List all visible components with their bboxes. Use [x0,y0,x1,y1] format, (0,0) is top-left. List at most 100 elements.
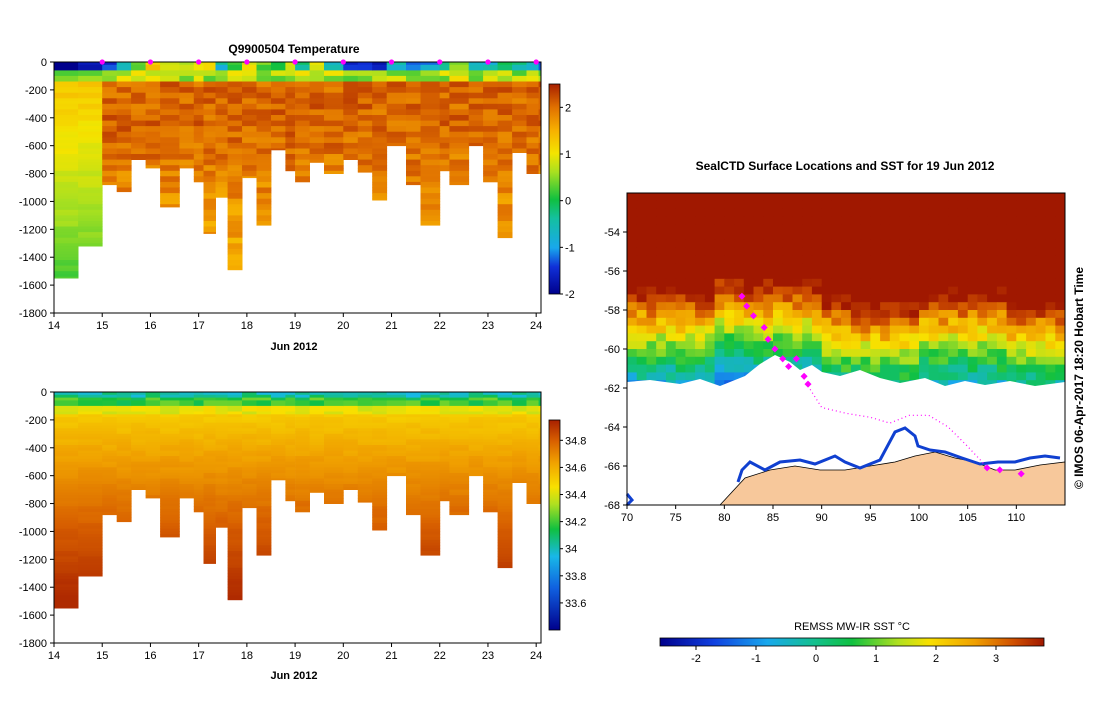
sst-cell [957,193,969,202]
temperature-cell [256,131,272,135]
sst-cell [899,208,910,217]
sst-cell [948,356,959,366]
sst-cell [763,317,774,327]
sst-colorbar-tick-label: -2 [691,653,701,665]
sst-cell [714,310,725,319]
salinity-cell [309,431,325,435]
temperature-cell [309,142,325,147]
sst-cell [782,216,793,225]
temperature-cell [160,92,180,96]
salinity-cell [116,450,132,454]
temperature-cell [203,137,216,141]
salinity-cell [256,542,272,546]
temperature-cell [497,232,513,236]
salinity-cell [295,481,310,485]
sst-cell [1035,255,1046,264]
temperature-cell [215,78,228,82]
temperature-cell [483,67,498,71]
sst-cell [782,349,793,358]
salinity-cell [215,525,228,528]
salinity-cell [54,559,79,563]
salinity-cell [343,414,359,418]
salinity-cell [116,478,132,482]
salinity-cell [538,495,542,499]
temperature-cell [256,195,272,200]
temperature-cell [203,165,216,169]
temperature-cell [468,134,484,138]
salinity-cell [78,570,103,574]
temperature-cell [372,64,388,68]
salinity-cell [78,414,103,418]
salinity-cell [179,486,195,490]
salinity-cell [102,431,118,435]
salinity-cell [357,433,373,437]
temperature-cell [131,131,146,135]
sst-cell [792,349,803,358]
salinity-cell [324,458,344,463]
temperature-cell [449,126,470,130]
temperature-cell [215,184,228,188]
temperature-cell [54,92,79,96]
temperature-cell [285,62,296,66]
salinity-cell [256,470,272,474]
sst-cell [646,278,657,288]
salinity-cell [193,400,204,404]
sst-cell [695,239,706,249]
salinity-cell [227,394,243,398]
sst-cell [685,286,696,295]
sst-cell [1045,271,1056,280]
sst-cell [656,372,667,381]
salinity-cell [145,445,161,449]
sst-cell [646,302,657,311]
salinity-cell [324,425,344,429]
salinity-cell [406,484,421,488]
copyright-timestamp: © IMOS 06-Apr-2017 18:20 Hobart Time [1072,267,1086,489]
sst-cell [1045,224,1056,233]
sst-cell [831,200,842,210]
temperature-cell [483,148,498,152]
salinity-y-axis: 0-200-400-600-800-1000-1200-1400-1600-18… [19,387,54,650]
salinity-cell [203,431,216,435]
temperature-cell [227,234,243,239]
temperature-cell [160,176,180,180]
salinity-cell [160,458,180,463]
sst-cell [977,349,988,358]
temperature-cell [54,165,79,169]
salinity-cell [372,472,388,477]
temperature-cell [309,145,325,149]
salinity-cell [227,553,243,557]
temperature-cell [227,229,243,233]
salinity-cell [497,539,513,543]
sst-cell [753,255,764,264]
sst-cell [1045,286,1056,295]
temperature-cell [295,173,310,177]
sst-cell [811,247,823,256]
salinity-cell [497,509,513,513]
salinity-cell [439,445,450,449]
salinity-cell [386,428,407,432]
sst-cell [967,271,978,280]
temperature-cell [116,101,132,105]
salinity-cell [54,419,79,424]
sst-cell [782,247,793,256]
temperature-cell [309,128,325,133]
temperature-cell [420,176,441,180]
temperature-cell [309,120,325,124]
sst-cell [636,278,647,288]
temperature-cell [497,154,513,158]
sst-cell [821,349,832,358]
temperature-cell [420,75,441,80]
salinity-cell [242,408,257,412]
temperature-cell [145,148,161,152]
salinity-cell [215,453,228,457]
sst-cell [802,239,813,249]
temperature-cell [406,75,421,80]
longitude-tick-label: 85 [767,512,779,524]
salinity-cell [145,408,161,412]
temperature-cell [324,92,344,96]
sst-cell [646,200,657,210]
salinity-cell [145,489,161,493]
temperature-cell [449,84,470,88]
temperature-cell [526,84,539,88]
sst-cell [646,349,657,358]
